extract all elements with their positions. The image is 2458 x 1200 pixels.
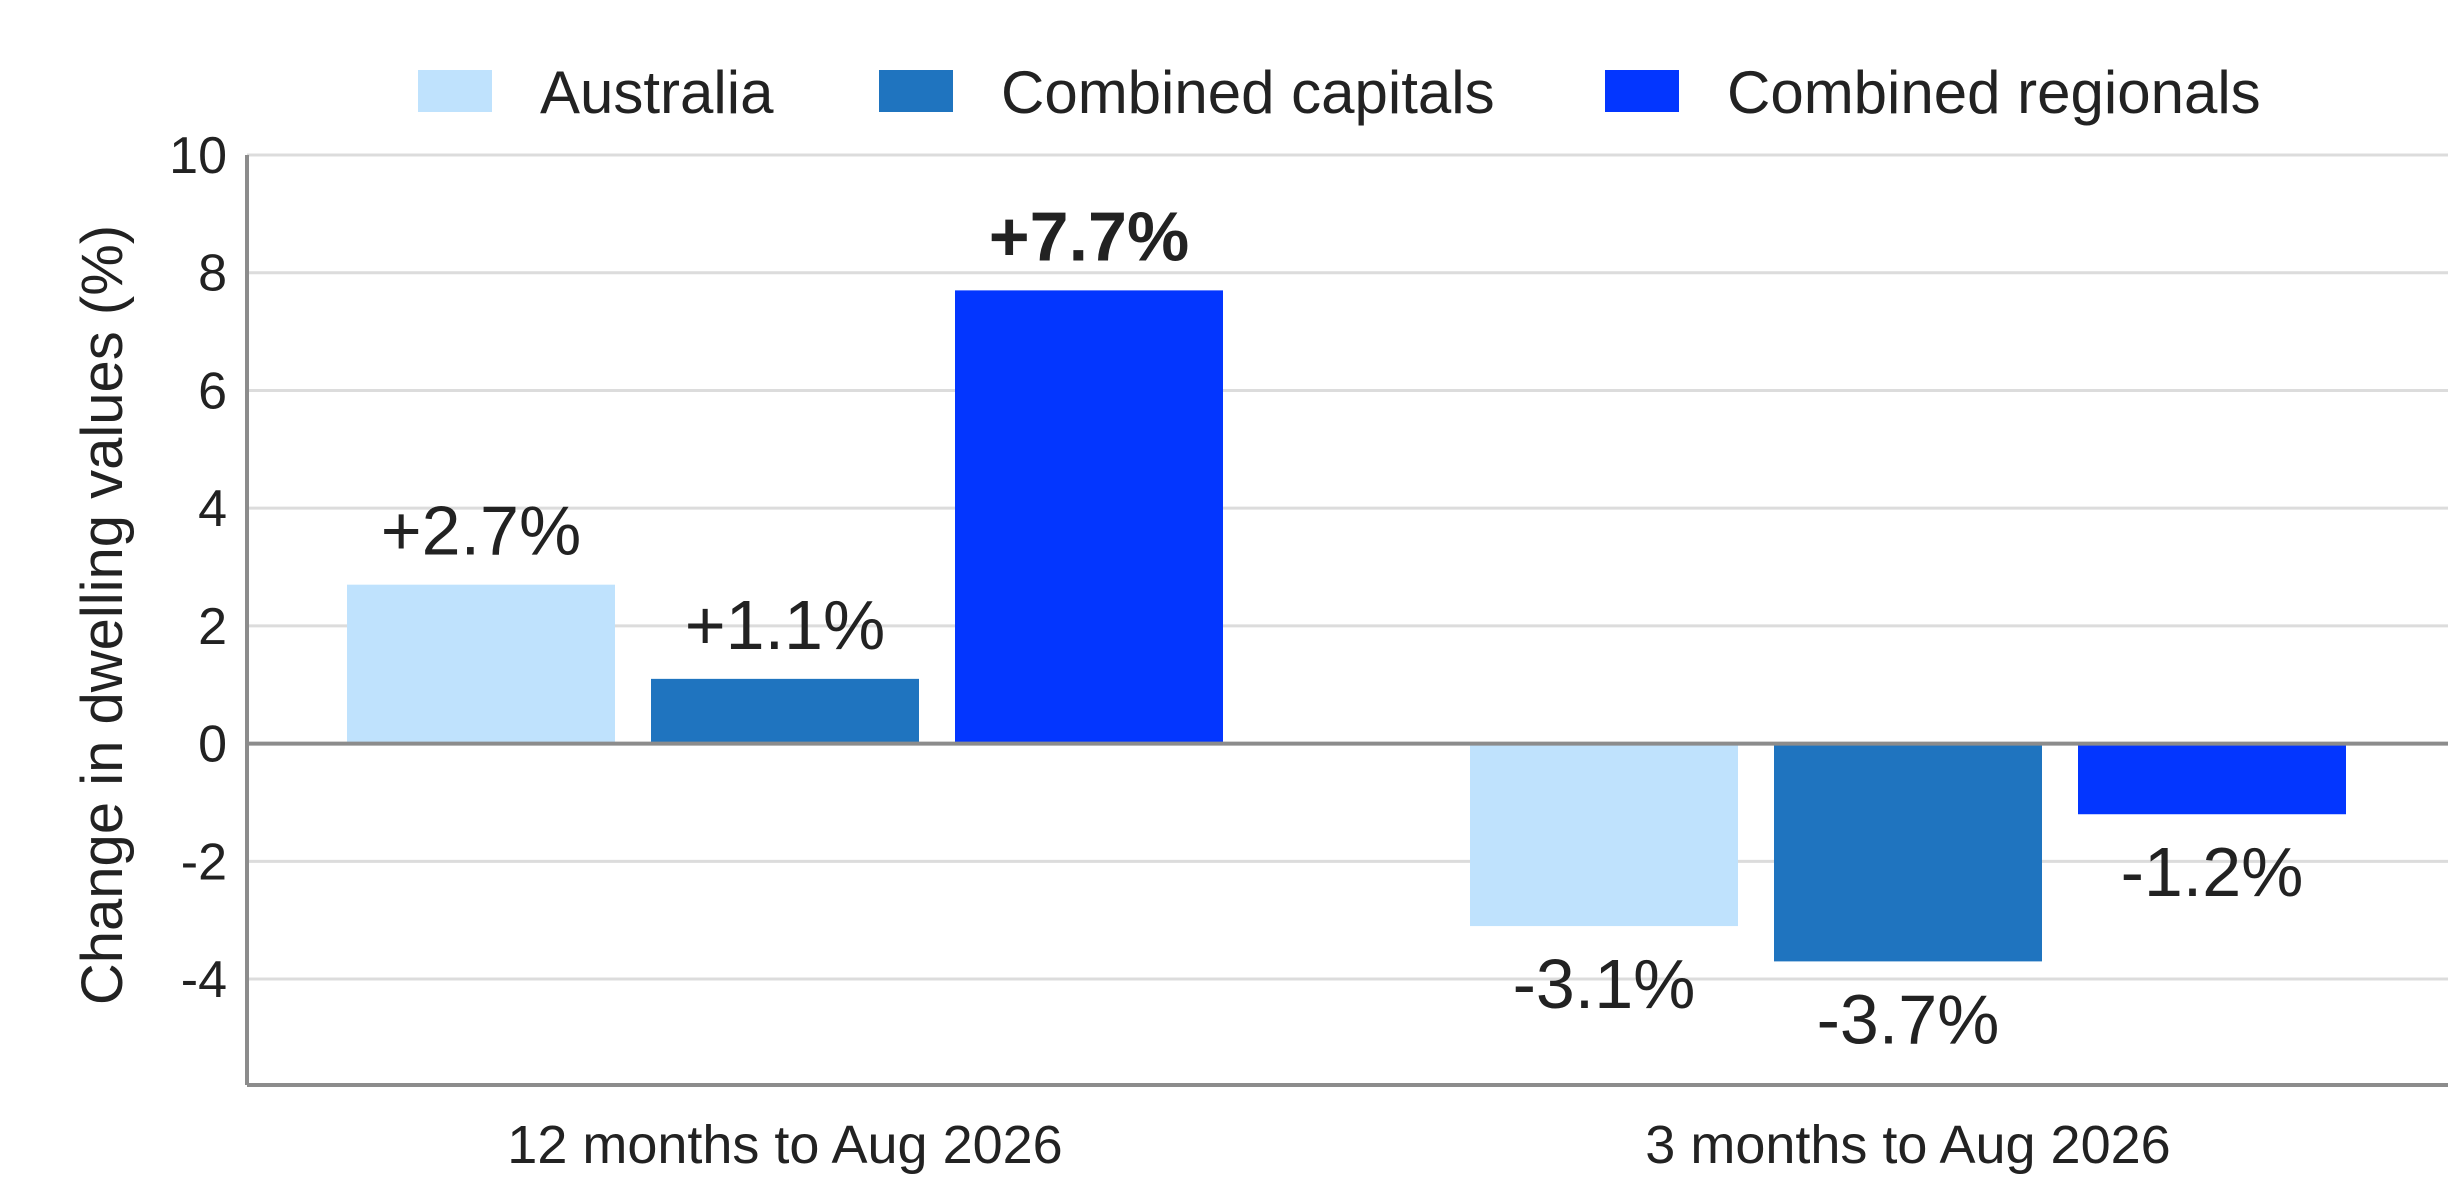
bars [347,290,2346,962]
legend: Australia Combined capitals Combined regio… [418,59,2261,126]
bar [2078,743,2346,815]
legend-label: Combined capitals [1001,59,1495,126]
data-label: +2.7% [381,492,581,570]
y-tick-label: 2 [198,598,227,656]
legend-label: Australia [540,59,774,126]
legend-swatch [879,70,953,112]
data-label: -3.1% [1513,945,1696,1023]
y-tick-label: 8 [198,245,227,303]
x-tick-label: 12 months to Aug 2026 [507,1115,1062,1175]
value-labels: +2.7% -3.1% +1.1% -3.7% +7.7% -1.2% [381,197,2304,1058]
data-label: -1.2% [2121,833,2304,911]
legend-label: Combined regionals [1727,59,2261,126]
data-label: -3.7% [1817,980,2000,1058]
y-axis-title: Change in dwelling values (%) [70,225,135,1005]
legend-swatch [418,70,492,112]
axes: 10 8 6 4 2 0 -2 -4 12 months to Aug 2026 3 months… [169,127,2448,1175]
data-label: +1.1% [685,586,885,664]
y-tick-label: -2 [181,833,227,891]
y-tick-label: 0 [198,716,227,774]
data-label: +7.7% [989,197,1189,275]
bar [955,290,1223,744]
bar [1470,743,1738,927]
bar [1774,743,2042,962]
legend-swatch [1605,70,1679,112]
bar [651,678,919,744]
bar [347,584,615,744]
y-tick-label: 10 [169,127,227,185]
y-tick-label: 4 [198,480,227,538]
y-tick-label: -4 [181,951,227,1009]
y-tick-label: 6 [198,362,227,420]
x-tick-label: 3 months to Aug 2026 [1645,1115,2170,1175]
